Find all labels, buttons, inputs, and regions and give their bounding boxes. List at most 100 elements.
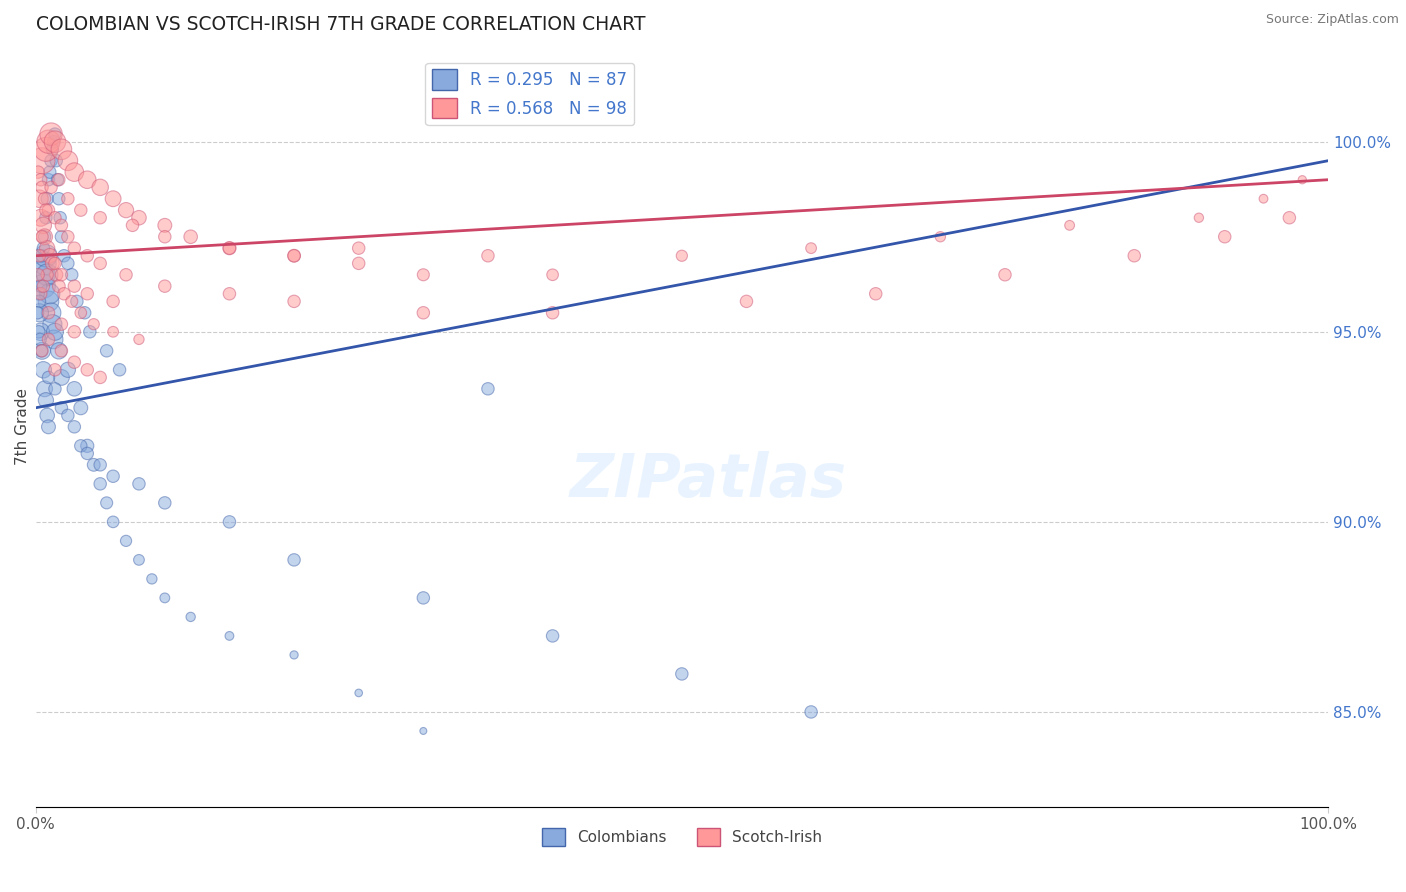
Point	[37, 135, 59, 149]
Point	[63, 325, 86, 339]
Point	[51, 343, 73, 358]
Point	[73, 306, 96, 320]
Point	[218, 286, 240, 301]
Point	[41, 256, 63, 270]
Point	[30, 332, 52, 346]
Point	[44, 211, 66, 225]
Point	[27, 268, 49, 282]
Point	[38, 165, 60, 179]
Point	[218, 241, 240, 255]
Point	[671, 667, 693, 681]
Point	[69, 401, 91, 415]
Point	[27, 165, 49, 179]
Point	[31, 343, 53, 358]
Point	[31, 180, 53, 194]
Point	[51, 268, 73, 282]
Point	[56, 256, 79, 270]
Point	[89, 256, 111, 270]
Point	[39, 153, 62, 168]
Point	[46, 172, 69, 186]
Point	[115, 268, 138, 282]
Text: COLOMBIAN VS SCOTCH-IRISH 7TH GRADE CORRELATION CHART: COLOMBIAN VS SCOTCH-IRISH 7TH GRADE CORR…	[35, 15, 645, 34]
Point	[51, 401, 73, 415]
Point	[44, 135, 66, 149]
Point	[283, 648, 305, 662]
Point	[30, 279, 52, 293]
Text: ZIPatlas: ZIPatlas	[569, 450, 846, 509]
Point	[76, 363, 98, 377]
Point	[412, 591, 434, 605]
Point	[541, 306, 564, 320]
Point	[38, 249, 60, 263]
Point	[180, 229, 202, 244]
Point	[39, 180, 62, 194]
Point	[101, 294, 124, 309]
Legend: R = 0.295   N = 87, R = 0.568   N = 98: R = 0.295 N = 87, R = 0.568 N = 98	[425, 62, 634, 125]
Point	[128, 211, 150, 225]
Point	[51, 229, 73, 244]
Point	[37, 370, 59, 384]
Point	[41, 317, 63, 331]
Point	[283, 553, 305, 567]
Point	[31, 229, 53, 244]
Point	[63, 279, 86, 293]
Point	[27, 306, 49, 320]
Point	[69, 203, 91, 218]
Point	[30, 343, 52, 358]
Point	[27, 286, 49, 301]
Point	[1059, 219, 1081, 233]
Point	[34, 229, 56, 244]
Point	[60, 294, 83, 309]
Point	[32, 363, 55, 377]
Point	[51, 317, 73, 331]
Point	[35, 393, 58, 408]
Point	[83, 317, 105, 331]
Point	[56, 153, 79, 168]
Point	[63, 420, 86, 434]
Point	[60, 268, 83, 282]
Point	[1188, 211, 1211, 225]
Point	[39, 306, 62, 320]
Point	[347, 241, 370, 255]
Point	[477, 249, 499, 263]
Point	[412, 306, 434, 320]
Point	[69, 306, 91, 320]
Point	[63, 241, 86, 255]
Point	[153, 279, 176, 293]
Point	[101, 192, 124, 206]
Point	[35, 203, 58, 218]
Point	[37, 172, 59, 186]
Point	[115, 203, 138, 218]
Point	[101, 515, 124, 529]
Point	[153, 591, 176, 605]
Point	[34, 256, 56, 270]
Point	[32, 279, 55, 293]
Point	[48, 192, 70, 206]
Point	[37, 203, 59, 218]
Point	[49, 211, 72, 225]
Point	[45, 268, 67, 282]
Point	[128, 332, 150, 346]
Point	[63, 382, 86, 396]
Point	[76, 446, 98, 460]
Point	[41, 142, 63, 156]
Point	[541, 268, 564, 282]
Point	[31, 343, 53, 358]
Point	[153, 219, 176, 233]
Point	[44, 127, 66, 141]
Point	[671, 249, 693, 263]
Point	[128, 553, 150, 567]
Point	[89, 370, 111, 384]
Point	[56, 363, 79, 377]
Point	[31, 249, 53, 263]
Point	[37, 306, 59, 320]
Point	[141, 572, 163, 586]
Point	[218, 241, 240, 255]
Point	[28, 306, 51, 320]
Point	[63, 355, 86, 369]
Point	[66, 294, 89, 309]
Point	[48, 172, 70, 186]
Point	[28, 249, 51, 263]
Point	[44, 256, 66, 270]
Point	[48, 343, 70, 358]
